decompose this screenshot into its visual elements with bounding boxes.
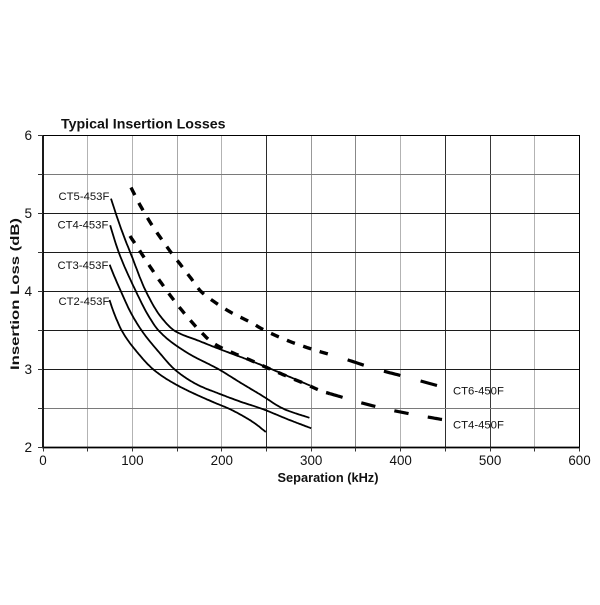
svg-text:CT2-453F: CT2-453F	[59, 296, 110, 308]
svg-text:CT6-450F: CT6-450F	[453, 386, 504, 398]
svg-text:300: 300	[300, 453, 322, 468]
svg-text:400: 400	[390, 453, 412, 468]
svg-text:5: 5	[24, 206, 32, 221]
svg-text:2: 2	[24, 440, 32, 455]
svg-text:200: 200	[211, 453, 233, 468]
svg-text:Typical Insertion Losses: Typical Insertion Losses	[61, 117, 226, 133]
svg-text:0: 0	[39, 453, 46, 468]
svg-text:CT4-453F: CT4-453F	[58, 219, 109, 231]
svg-text:CT5-453F: CT5-453F	[59, 191, 110, 203]
svg-text:4: 4	[24, 284, 32, 299]
svg-text:Insertion Loss (dB): Insertion Loss (dB)	[8, 218, 22, 370]
svg-text:CT4-450F: CT4-450F	[453, 420, 504, 432]
svg-text:500: 500	[479, 453, 501, 468]
svg-text:6: 6	[24, 128, 32, 143]
svg-text:Separation (kHz): Separation (kHz)	[278, 470, 379, 485]
svg-text:100: 100	[121, 453, 143, 468]
svg-text:600: 600	[568, 453, 590, 468]
svg-text:CT3-453F: CT3-453F	[58, 260, 109, 272]
svg-text:3: 3	[24, 362, 32, 377]
